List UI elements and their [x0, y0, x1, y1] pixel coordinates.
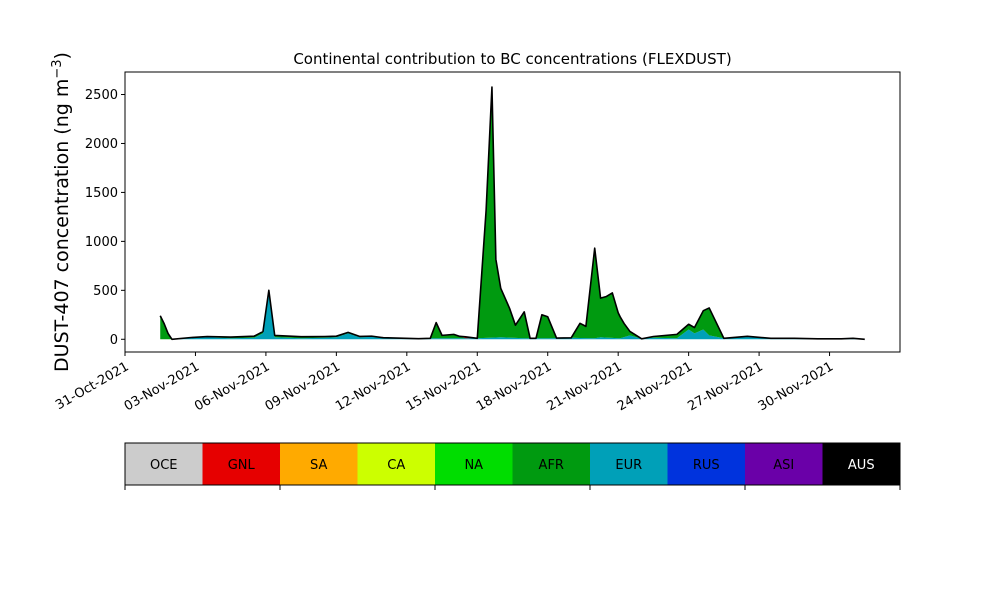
x-tick-label: 24-Nov-2021	[615, 359, 695, 414]
legend-swatch-rus	[667, 443, 745, 485]
y-axis-label-unit-exponent: −3	[50, 59, 65, 78]
legend-swatch-gnl	[202, 443, 280, 485]
x-tick-label: 21-Nov-2021	[544, 359, 624, 414]
legend-swatch-sa	[280, 443, 358, 485]
x-tick-label: 09-Nov-2021	[263, 359, 343, 414]
legend-swatch-na	[435, 443, 513, 485]
plot-outline	[159, 86, 865, 341]
legend-frame	[124, 442, 901, 486]
legend-swatch-asi	[745, 443, 823, 485]
y-axis-label-text: DUST-407 concentration (ng m	[51, 79, 73, 372]
legend-label-gnl: GNL	[228, 458, 256, 473]
chart-title: Continental contribution to BC concentra…	[293, 50, 731, 68]
x-tick-label: 15-Nov-2021	[404, 359, 484, 414]
x-axis-ticks: 31-Oct-202103-Nov-202106-Nov-202109-Nov-…	[53, 352, 836, 414]
area-afr	[160, 87, 865, 340]
plot-areas	[160, 87, 865, 340]
legend: OCE GNL SA CA NA AFR EUR RUS ASI AUS	[124, 442, 901, 490]
legend-label-na: NA	[464, 458, 483, 473]
y-tick-label: 1000	[85, 235, 118, 250]
y-tick-label: 500	[93, 284, 118, 299]
legend-swatch-eur	[590, 443, 668, 485]
legend-label-eur: EUR	[615, 458, 642, 473]
y-tick-label: 2500	[85, 88, 118, 103]
legend-label-afr: AFR	[539, 458, 564, 473]
legend-label-oce: OCE	[150, 458, 178, 473]
x-tick-label: 06-Nov-2021	[192, 359, 272, 414]
legend-label-sa: SA	[310, 458, 327, 473]
plot-frame	[124, 71, 901, 353]
x-tick-label: 27-Nov-2021	[685, 359, 765, 414]
legend-label-aus: AUS	[848, 458, 875, 473]
legend-swatch-ca	[357, 443, 435, 485]
x-tick-label: 30-Nov-2021	[756, 359, 836, 414]
legend-label-asi: ASI	[773, 458, 794, 473]
y-axis-label-close: )	[51, 52, 73, 59]
legend-swatch-oce	[125, 443, 203, 485]
y-axis-label: DUST-407 concentration (ng m−3)	[50, 52, 74, 372]
legend-swatch-aus	[822, 443, 900, 485]
x-tick-label: 12-Nov-2021	[333, 359, 413, 414]
legend-label-rus: RUS	[693, 458, 720, 473]
x-tick-label: 03-Nov-2021	[122, 359, 202, 414]
area-gnl	[160, 87, 865, 340]
y-tick-label: 0	[110, 333, 118, 348]
x-tick-label: 18-Nov-2021	[474, 359, 554, 414]
legend-label-ca: CA	[387, 458, 405, 473]
y-axis-ticks: 0 500 1000 1500 2000 2500	[85, 88, 125, 348]
y-tick-label: 1500	[85, 186, 118, 201]
y-tick-label: 2000	[85, 137, 118, 152]
legend-swatch-afr	[512, 443, 590, 485]
total-concentration-line	[159, 86, 865, 341]
